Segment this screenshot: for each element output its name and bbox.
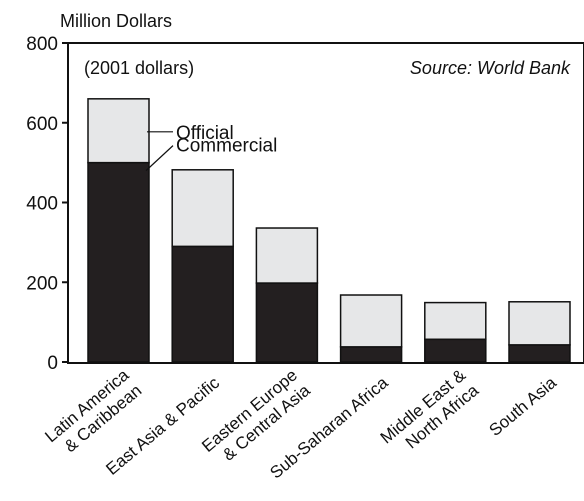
y-tick-label: 400 xyxy=(26,194,58,215)
y-axis: 0 200 400 600 800 xyxy=(26,34,68,374)
bar-official-4 xyxy=(339,294,403,348)
x-tick-label-line: South Asia xyxy=(485,373,560,440)
bar-official-6 xyxy=(508,301,571,346)
bars-group xyxy=(87,98,571,363)
dollar-note: (2001 dollars) xyxy=(84,58,194,78)
legend-label-commercial: Commercial xyxy=(176,136,277,157)
bar-official-3 xyxy=(255,227,319,284)
y-tick-label: 0 xyxy=(47,353,58,374)
bar-official-1 xyxy=(87,98,150,164)
x-tick-label: Middle East &North Africa xyxy=(377,365,483,463)
bar-commercial-4 xyxy=(339,346,403,363)
y-tick-label: 800 xyxy=(26,34,58,55)
legend-leader-commercial xyxy=(145,145,174,172)
bar-commercial-6 xyxy=(508,344,571,363)
bar-commercial-1 xyxy=(87,161,150,363)
bar-official-2 xyxy=(171,169,234,248)
y-tick-label: 600 xyxy=(26,114,58,135)
bar-commercial-2 xyxy=(171,245,234,363)
y-tick-label: 200 xyxy=(26,273,58,294)
bar-commercial-5 xyxy=(424,338,487,363)
bar-official-5 xyxy=(424,301,487,341)
legend-label-official: Official xyxy=(176,123,234,144)
bar-commercial-3 xyxy=(255,282,319,363)
source-note: Source: World Bank xyxy=(410,58,571,78)
x-tick-label: South Asia xyxy=(485,373,560,440)
y-unit-label: Million Dollars xyxy=(60,11,172,31)
